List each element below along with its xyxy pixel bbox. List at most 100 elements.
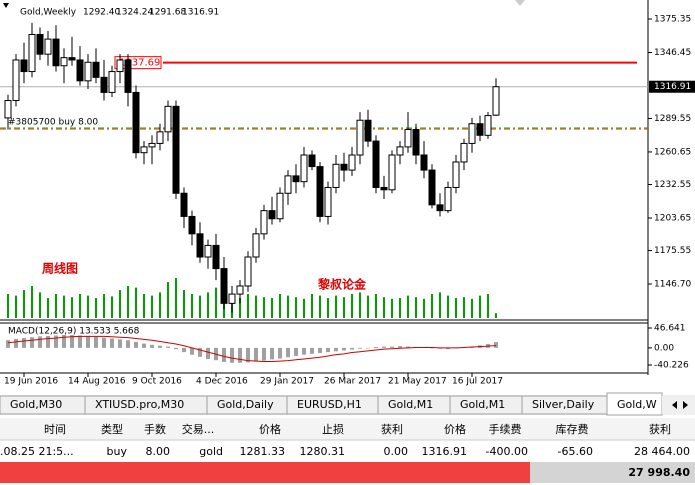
macd-bar <box>134 341 138 348</box>
macd-bar <box>446 347 450 350</box>
candle-body <box>84 61 92 82</box>
macd-bar <box>302 347 306 355</box>
macd-bar <box>230 347 234 363</box>
column-header[interactable]: 库存费 <box>556 422 589 436</box>
volume-bar <box>375 294 377 318</box>
column-header[interactable]: 时间 <box>44 423 66 436</box>
volume-bar <box>359 292 361 318</box>
candle-body <box>364 119 372 142</box>
macd-bar <box>254 347 258 362</box>
candle-body <box>340 163 348 171</box>
macd-bar <box>398 346 402 348</box>
column-header[interactable]: 类型 <box>101 422 123 436</box>
macd-bar <box>110 338 114 348</box>
macd-tick-label: 0.00 <box>654 343 674 353</box>
column-header[interactable]: 价格 <box>444 422 466 436</box>
candle-body <box>228 293 236 304</box>
candle-body <box>332 163 340 188</box>
macd-bar <box>150 344 154 348</box>
macd-bar <box>86 335 90 348</box>
x-tick-label: 4 Dec 2016 <box>196 377 248 387</box>
macd-bar <box>406 346 410 348</box>
volume-bar <box>415 297 417 318</box>
macd-bar <box>6 340 10 348</box>
volume-bar <box>39 292 41 318</box>
cell: .08.25 21:5... <box>0 445 74 458</box>
tab-label[interactable]: Silver,Daily <box>532 398 595 411</box>
tab-label[interactable]: Gold,M1 <box>460 398 505 411</box>
bid-box <box>649 80 695 93</box>
tab-label[interactable]: EURUSD,H1 <box>297 398 362 411</box>
tab-label[interactable]: Gold,W <box>617 398 657 411</box>
cell: -400.00 <box>486 445 528 458</box>
candle-body <box>236 285 244 295</box>
tab-label[interactable]: XTIUSD.pro,M30 <box>95 398 184 411</box>
cell: 0.00 <box>384 445 409 458</box>
macd-bar <box>222 347 226 362</box>
tab-scroll[interactable] <box>662 396 695 414</box>
macd-bar <box>430 347 434 349</box>
scroll-left[interactable] <box>672 401 677 409</box>
candle-body <box>196 233 204 258</box>
macd-bar <box>14 338 18 348</box>
volume-bar <box>63 295 65 318</box>
volume-bar <box>407 295 409 318</box>
volume-bar <box>183 290 185 318</box>
column-header[interactable]: 手数 <box>144 422 166 436</box>
volume-bar <box>399 298 401 318</box>
volume-bar <box>87 295 89 318</box>
y-tick-label: 1260.65 <box>654 147 691 157</box>
macd-bar <box>358 347 362 349</box>
ohlc-low: 1291.68 <box>149 8 186 18</box>
candle-body <box>164 105 172 133</box>
candle-body <box>180 192 188 217</box>
macd-tick-label: -40.226 <box>654 361 689 371</box>
candle-body <box>260 210 268 235</box>
macd-bar <box>102 337 106 348</box>
tab-label[interactable]: Gold,Daily <box>217 398 274 411</box>
volume-bar <box>159 292 161 318</box>
macd-bar <box>278 347 282 359</box>
column-header[interactable]: 获利 <box>649 423 671 436</box>
cell: 28 464.00 <box>634 445 690 458</box>
volume-bar <box>487 294 489 318</box>
volume-bar <box>431 294 433 318</box>
tab-label[interactable]: Gold,M1 <box>388 398 433 411</box>
macd-bar <box>166 346 170 348</box>
candle-body <box>52 38 60 67</box>
annotation: 周线图 <box>42 261 78 276</box>
column-header[interactable]: 交易... <box>182 422 215 436</box>
scroll-right[interactable] <box>683 401 688 409</box>
candle-body <box>284 175 292 194</box>
volume-bar <box>239 298 241 318</box>
y-tick-label: 1203.65 <box>654 214 691 224</box>
candle-body <box>324 186 332 217</box>
column-header[interactable]: 止损 <box>322 422 344 436</box>
volume-bar <box>255 295 257 318</box>
tab-label[interactable]: Gold,M30 <box>10 398 62 411</box>
macd-bar <box>382 346 386 348</box>
volume-bar <box>103 294 105 318</box>
column-header[interactable]: 获利 <box>381 423 403 436</box>
column-header[interactable]: 手续费 <box>489 422 522 436</box>
macd-tick-label: 46.641 <box>654 324 686 334</box>
volume-bar <box>335 295 337 318</box>
candle-body <box>116 59 124 73</box>
volume-bar <box>343 297 345 318</box>
candle-body <box>268 210 276 220</box>
volume-bar <box>127 286 129 318</box>
volume-bar <box>351 294 353 318</box>
macd-bar <box>310 347 314 354</box>
macd-bar <box>118 339 122 348</box>
volume-bar <box>79 294 81 318</box>
column-header[interactable]: 价格 <box>259 422 281 436</box>
macd-bar <box>390 346 394 348</box>
macd-bar <box>54 335 58 348</box>
candle-body <box>292 175 300 183</box>
candle-body <box>12 59 20 102</box>
x-tick-label: 26 Mar 2017 <box>324 377 381 387</box>
margin-bar <box>0 462 530 483</box>
volume-bar <box>287 295 289 318</box>
total: 27 998.40 <box>628 466 690 479</box>
